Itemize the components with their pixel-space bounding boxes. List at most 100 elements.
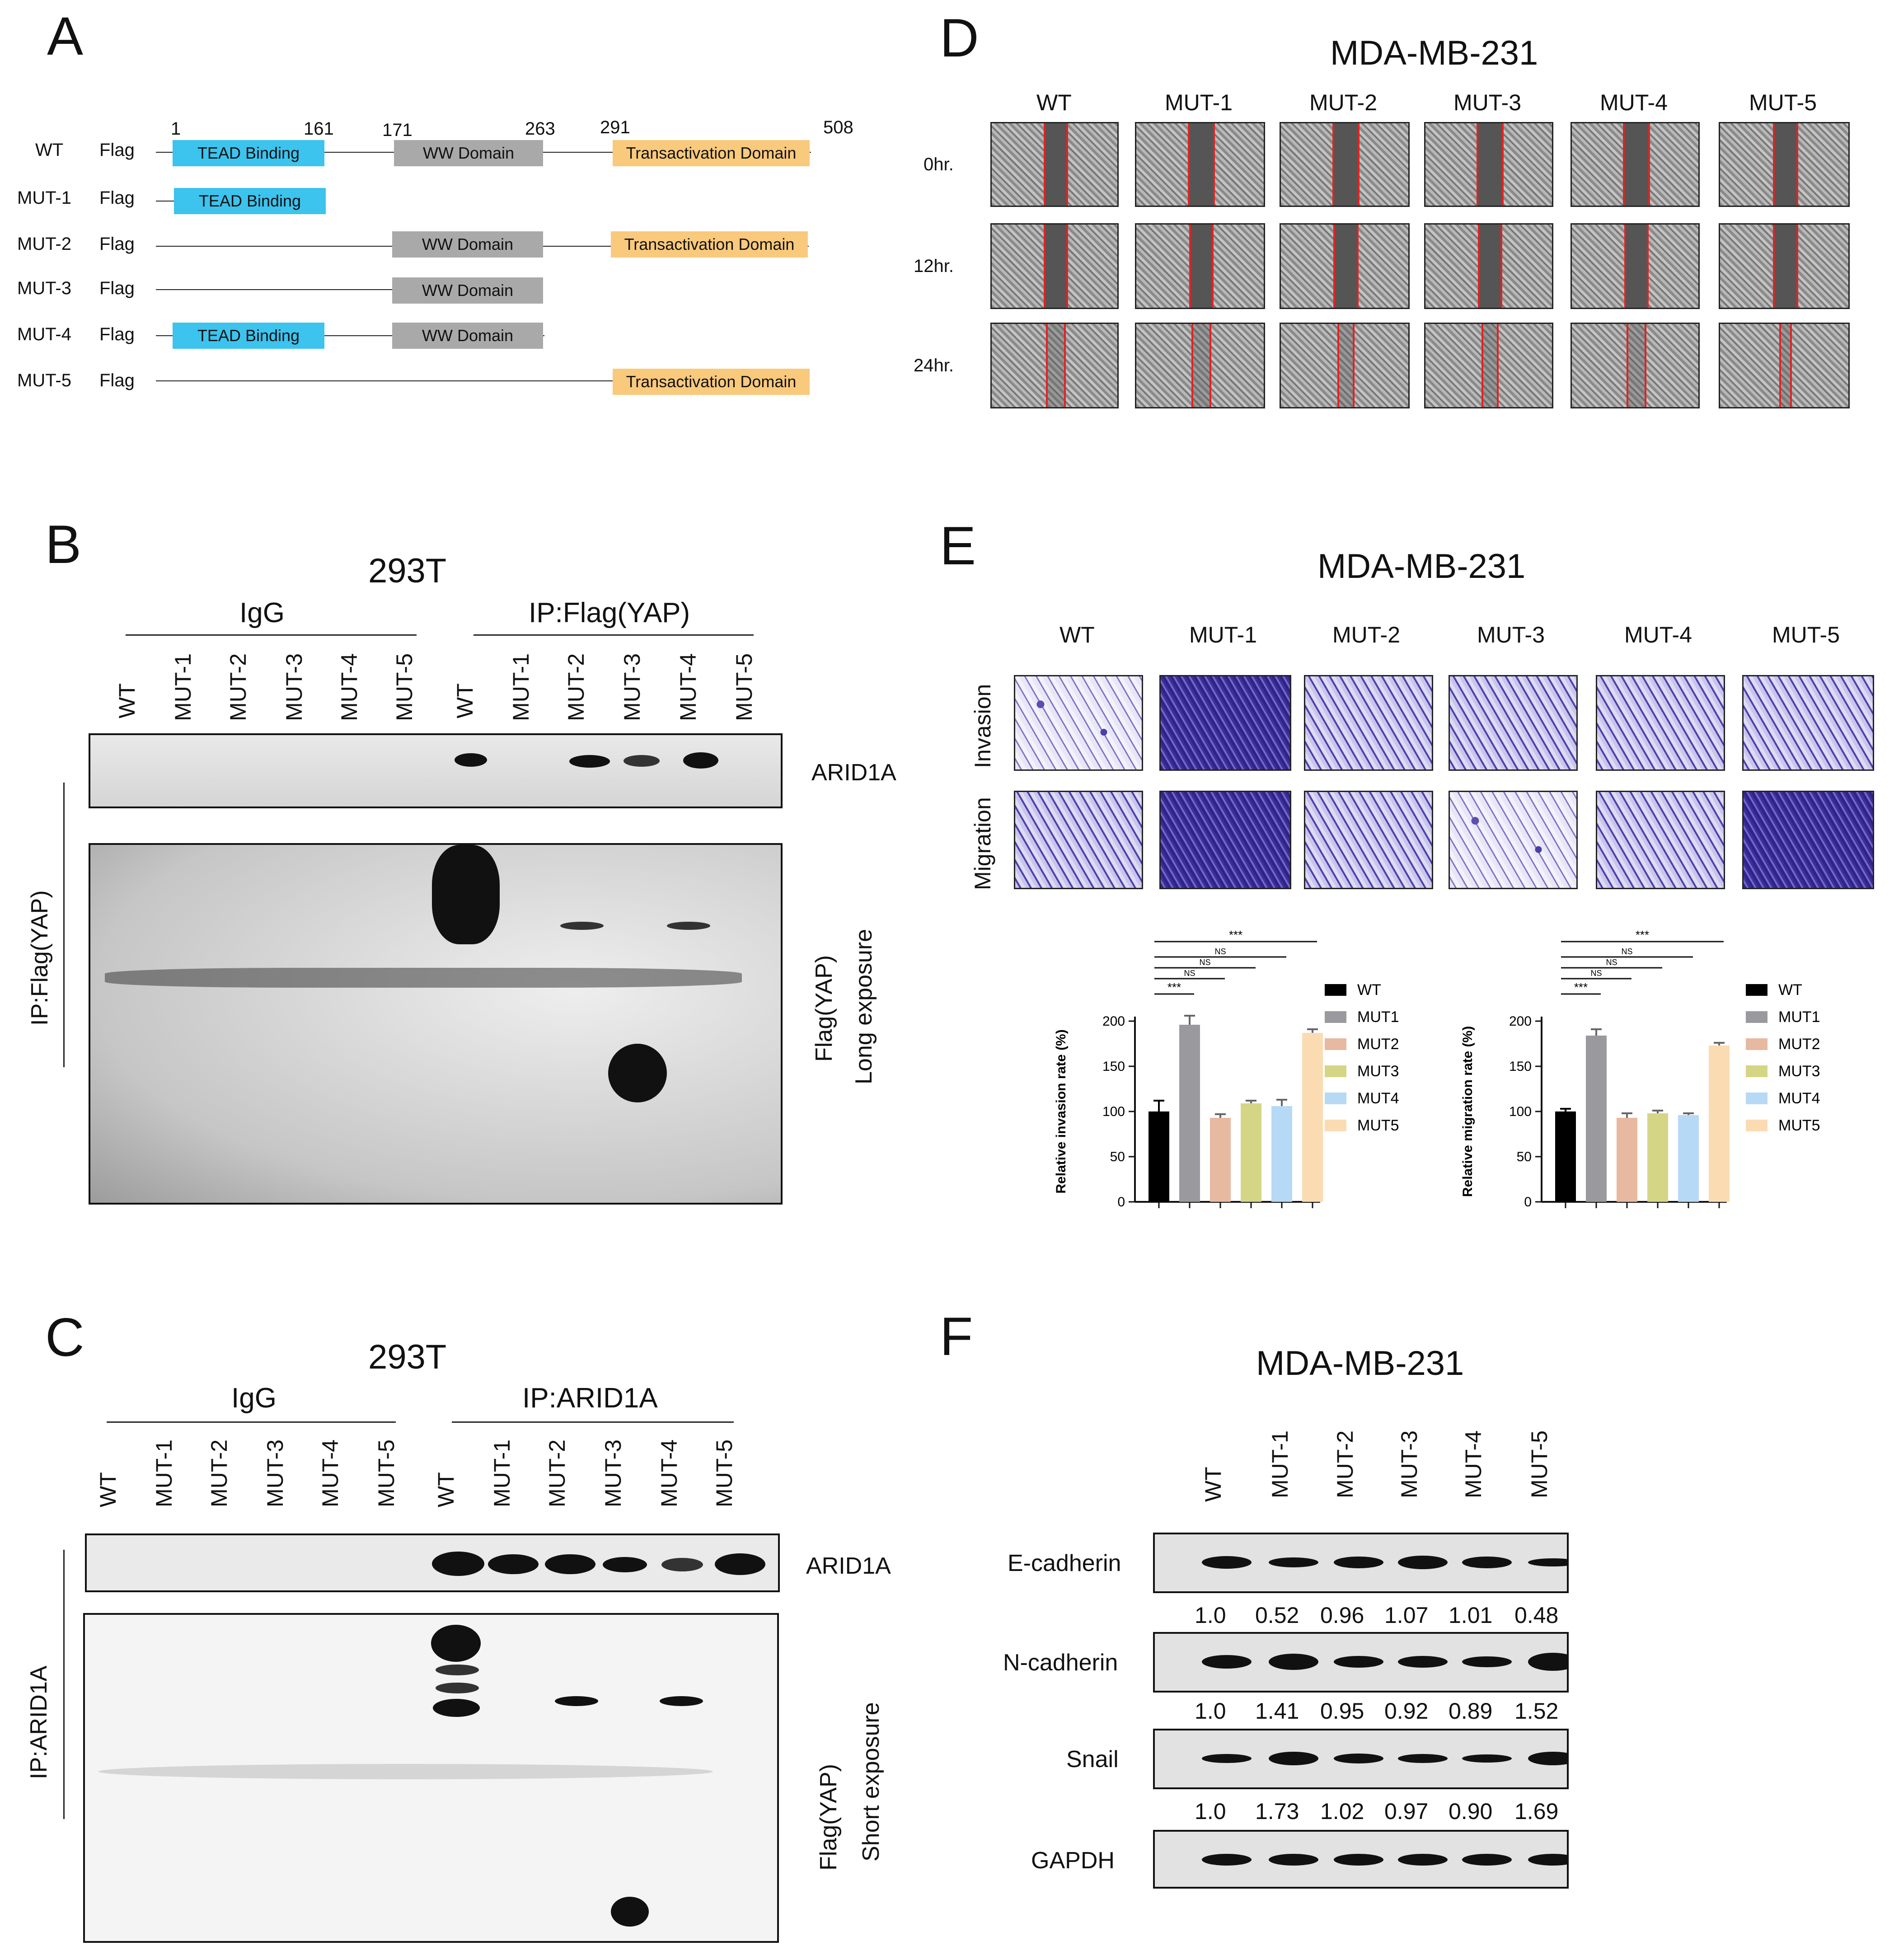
construct-label-mut5: MUT-5 — [17, 370, 71, 390]
band — [1462, 1656, 1512, 1667]
row-label-invasion: Invasion — [970, 684, 995, 768]
invasion-image — [1742, 675, 1874, 771]
y-tick-label: 150 — [1102, 1059, 1125, 1074]
invasion-image — [1014, 675, 1143, 771]
wound-gap — [1774, 225, 1797, 308]
transactivation-domain: Transactivation Domain — [613, 369, 810, 395]
quant-value: 0.96 — [1320, 1603, 1364, 1628]
wound-gap — [1477, 123, 1503, 206]
flag-yap-blot-long — [89, 843, 783, 1205]
bar — [1586, 1036, 1607, 1202]
quant-value: 1.0 — [1195, 1603, 1226, 1628]
significance-label: *** — [1229, 928, 1242, 942]
band — [661, 1558, 703, 1571]
wound-edge-line — [1497, 324, 1499, 407]
construct-label-mut1: MUT-1 — [17, 188, 71, 208]
wound-edge-line — [1773, 225, 1775, 308]
legend-swatch — [1325, 1120, 1346, 1131]
bar — [1647, 1113, 1668, 1202]
position-508: 508 — [823, 117, 853, 137]
wound-edge-line — [1647, 225, 1649, 308]
band — [569, 755, 610, 768]
significance-label: NS — [1590, 969, 1602, 978]
migration-image — [1014, 791, 1143, 889]
band — [431, 1625, 481, 1662]
band — [1398, 1854, 1448, 1866]
igg-group-label: IgG — [239, 597, 285, 628]
legend-label: MUT2 — [1778, 1036, 1820, 1053]
y-tick-label: 100 — [1102, 1104, 1125, 1119]
y-axis-label: Relative invasion rate (%) — [1054, 1029, 1069, 1193]
lane-label: MUT-3 — [600, 1440, 626, 1507]
wound-edge-line — [1044, 123, 1045, 206]
construct-label-mut4: MUT-4 — [17, 324, 71, 344]
legend-label: MUT3 — [1357, 1063, 1399, 1080]
legend-swatch — [1746, 1120, 1767, 1131]
wound-edge-line — [1188, 123, 1190, 206]
arid1a-blot-b — [89, 733, 783, 808]
construct-label-mut2: MUT-2 — [17, 234, 71, 254]
significance-label: NS — [1606, 958, 1617, 967]
band — [660, 1696, 703, 1706]
lane-label: MUT-5 — [374, 1440, 399, 1507]
wound-gap — [1047, 324, 1065, 407]
wound-edge-line — [1212, 225, 1214, 308]
flag-tag: Flag — [99, 370, 135, 390]
band — [1202, 1655, 1252, 1669]
time-label: 24hr. — [914, 356, 954, 375]
y-tick-label: 0 — [1524, 1195, 1532, 1210]
scratch-image — [1571, 122, 1700, 207]
band — [432, 845, 500, 944]
wound-edge-line — [1332, 123, 1334, 206]
wound-edge-line — [1358, 123, 1360, 206]
scratch-image — [1424, 122, 1553, 207]
ww-domain: WW Domain — [392, 231, 543, 258]
bar — [1241, 1103, 1261, 1202]
invasion-image — [1449, 675, 1578, 771]
quant-value: 1.69 — [1514, 1799, 1559, 1824]
lane-label: WT — [452, 683, 478, 718]
bar — [1555, 1111, 1576, 1202]
protein-blot — [1153, 1729, 1569, 1789]
transactivation-domain: Transactivation Domain — [611, 231, 808, 258]
ip-side-label-b: IP:Flag(YAP) — [27, 890, 53, 1026]
band — [667, 922, 710, 930]
row-label-migration: Migration — [970, 797, 995, 890]
flag-tag: Flag — [99, 140, 135, 160]
legend-label: MUT3 — [1778, 1063, 1820, 1080]
column-label: MUT-2 — [1309, 90, 1377, 115]
wound-edge-line — [1189, 225, 1191, 308]
lane-label: MUT-2 — [1332, 1430, 1358, 1498]
wound-edge-line — [1353, 324, 1355, 407]
y-tick-label: 50 — [1517, 1149, 1532, 1164]
band — [608, 1044, 667, 1102]
wound-edge-line — [1191, 324, 1193, 407]
invasion-image — [1159, 675, 1291, 771]
legend-label: WT — [1357, 981, 1381, 999]
ww-domain: WW Domain — [392, 323, 543, 349]
wound-edge-line — [1210, 324, 1211, 407]
band — [1334, 1656, 1383, 1668]
y-tick-label: 50 — [1110, 1149, 1125, 1164]
lane-label: MUT-1 — [489, 1440, 515, 1507]
legend-label: MUT5 — [1778, 1117, 1820, 1134]
legend-label: MUT5 — [1357, 1117, 1399, 1134]
panel-c-letter: C — [45, 1307, 84, 1368]
short-exposure-label: Short exposure — [858, 1702, 884, 1862]
wound-edge-line — [1645, 324, 1646, 407]
tead-binding-domain: TEAD Binding — [173, 323, 324, 349]
wound-gap — [1482, 324, 1498, 407]
lane-label: MUT-4 — [656, 1440, 682, 1507]
lane-label: MUT-1 — [170, 653, 196, 721]
wound-edge-line — [1502, 123, 1504, 206]
significance-label: NS — [1621, 947, 1632, 956]
band — [1334, 1854, 1383, 1866]
quant-value: 1.73 — [1255, 1799, 1299, 1824]
panel-e-title: MDA-MB-231 — [1317, 547, 1526, 586]
wound-edge-line — [1481, 324, 1483, 407]
panel-b-title: 293T — [368, 552, 447, 590]
wound-gap — [1045, 123, 1067, 206]
bar — [1678, 1115, 1699, 1202]
band — [555, 1696, 598, 1706]
construct-line — [156, 201, 174, 202]
